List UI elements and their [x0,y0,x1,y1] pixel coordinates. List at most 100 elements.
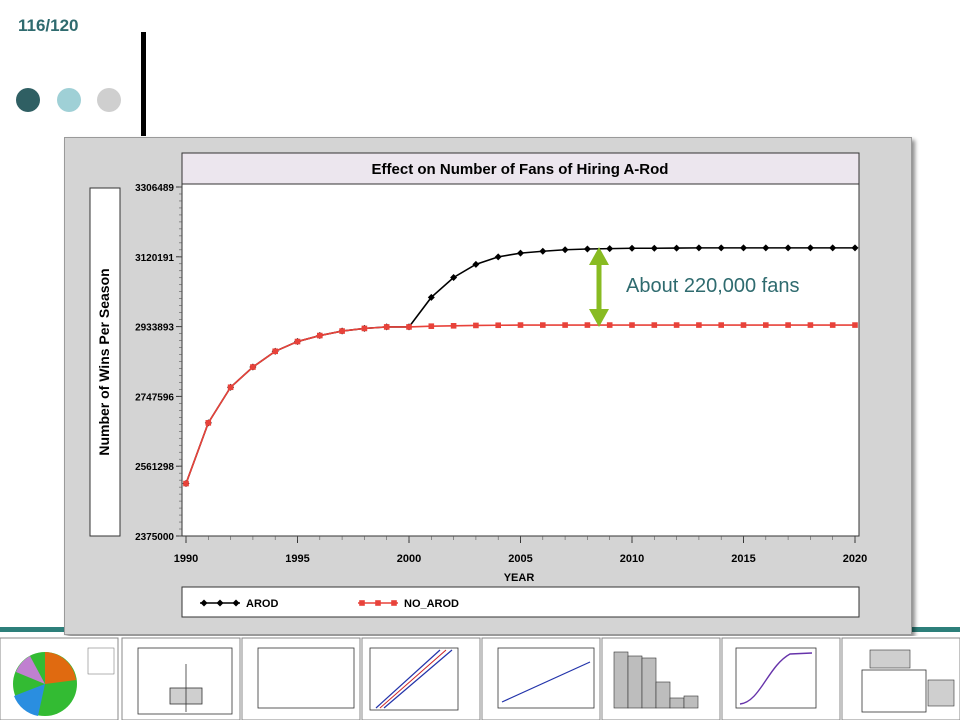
point-arod [628,244,636,252]
y-tick-label: 2747596 [135,392,174,403]
point-no_arod [339,328,345,334]
thumb-pie-slice-2 [45,652,76,684]
point-no_arod [205,420,212,426]
legend-marker [391,600,397,606]
y-tick-label: 2561298 [135,462,174,473]
point-no_arod [250,364,256,370]
series-layer [182,244,859,488]
point-no_arod [852,322,858,328]
thumb-pie-slice-4 [16,656,45,684]
x-axis-label: YEAR [504,572,535,584]
thumbnail-strip-svg [0,637,960,720]
chart-title: Effect on Number of Fans of Hiring A-Rod [372,161,669,178]
legend-marker [200,599,208,607]
light-teal-dot [57,88,81,112]
point-no_arod [696,322,702,328]
x-tick-label: 2000 [397,553,421,565]
title-box [181,152,860,185]
thumb-hist-bar-5 [669,697,685,709]
thumb-hist-bar-6 [683,695,699,709]
thumb-hist-bar-1 [613,651,629,709]
point-no_arod [227,384,234,391]
y-tick-label: 3120191 [135,253,174,264]
point-no_arod [183,480,189,487]
difference-arrow-head-up [589,247,609,265]
point-arod [539,247,547,255]
legend-marker [232,599,240,607]
point-no_arod [473,322,479,329]
point-no_arod [383,324,390,330]
axes-layer: 3306489 3120191 2933893 2747596 2561298 23750… [135,183,867,565]
point-no_arod [540,322,546,328]
point-no_arod [785,322,791,328]
point-no_arod [651,322,658,328]
point-no_arod [584,322,591,328]
point-arod [583,245,591,253]
x-tick-label: 2020 [843,553,867,565]
point-arod [517,249,524,257]
point-arod [806,244,814,252]
thumb-pie-slice-3 [14,684,45,716]
point-arod [494,253,502,261]
x-tick-label: 2005 [508,553,532,565]
annotation-backdrop [620,270,838,300]
point-arod [650,244,658,252]
point-no_arod [807,322,814,328]
dark-teal-dot [16,88,40,112]
legend-label-arod: AROD [246,598,278,610]
point-no_arod [740,322,747,328]
thumb-pie-legend [87,647,115,675]
legend-marker [216,599,224,607]
point-arod [450,273,458,281]
point-no_arod [718,322,724,328]
x-tick-label: 2010 [620,553,644,565]
thumb-hist-bar-4 [655,681,671,709]
point-no_arod [317,332,323,339]
thumb-line-3 [379,649,447,709]
difference-arrow-head-down [589,309,609,327]
x-tick-label: 2015 [731,553,755,565]
gray-dot [97,88,121,112]
thumb-cdf-curve [739,652,813,705]
point-no_arod [606,322,613,328]
point-arod [829,244,837,252]
point-no_arod [272,348,278,355]
thumb-hist-bar-3 [641,657,657,709]
thumb-line-1 [375,649,441,709]
point-arod [606,245,614,253]
thumb-hist-bar-2 [627,655,643,709]
y-tick-label: 3306489 [135,183,174,194]
x-tick-label: 1995 [285,553,309,565]
point-arod [561,246,569,254]
point-arod [695,244,703,252]
point-no_arod [450,323,457,329]
point-no_arod [673,322,680,328]
legend-marker [359,600,365,606]
point-arod [673,244,681,252]
thumb-marginal-side-hist [927,679,955,707]
point-no_arod [562,322,568,328]
point-arod [851,244,859,252]
point-no_arod [495,322,501,329]
thumb-cdf-plot-area [735,647,817,709]
thumb-regression-line [501,661,591,703]
thumb-line-2 [383,649,453,709]
legend-marker [375,600,381,606]
y-tick-label: 2933893 [135,323,174,334]
x-tick-label: 1990 [174,553,198,565]
thumb-marginal-plot-area [861,669,927,713]
legend-layer: AROD NO_AROD [200,598,459,610]
point-arod [427,293,435,301]
y-tick-label: 2375000 [135,532,174,543]
vertical-divider [141,32,146,136]
point-arod [717,244,725,252]
legend-box [181,586,860,618]
point-no_arod [428,323,435,329]
point-arod [762,244,770,252]
point-arod [784,244,792,252]
point-no_arod [629,322,635,328]
ylabel-box [89,187,121,537]
thumb-regression-plot-area [497,647,595,709]
point-no_arod [763,322,769,328]
